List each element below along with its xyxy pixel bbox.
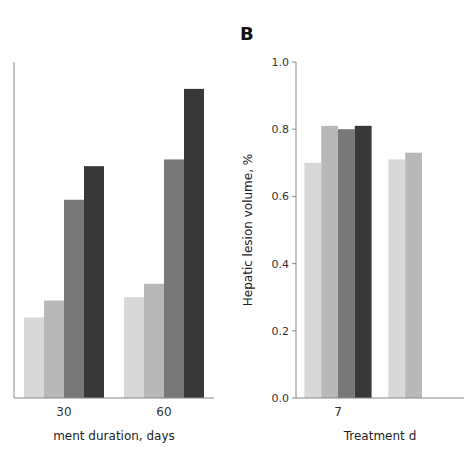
x-axis-label: ment duration, days xyxy=(53,429,175,443)
panel: 0.0 0.2 0.4 0.6 0.8 1.0 7Treatment d Hepatic le… xyxy=(240,23,464,443)
y-axis-line xyxy=(14,62,15,398)
bar xyxy=(124,297,144,398)
y-tick xyxy=(292,398,296,399)
bar xyxy=(338,129,355,398)
y-axis-label: Hepatic lesion volume, % xyxy=(241,154,255,306)
bar xyxy=(355,126,372,398)
y-tick-label: 0.6 xyxy=(272,190,290,203)
x-axis-line xyxy=(296,398,464,399)
x-tick-label: 7 xyxy=(334,405,342,419)
x-tick-label: 30 xyxy=(56,405,71,419)
x-tick-label: 60 xyxy=(156,405,171,419)
y-tick-label: 0.0 xyxy=(272,392,290,405)
bar xyxy=(304,163,321,398)
y-tick xyxy=(292,263,296,264)
bar xyxy=(84,166,104,398)
y-tick xyxy=(292,129,296,130)
y-tick-label: 1.0 xyxy=(272,56,290,69)
bar xyxy=(164,159,184,398)
y-axis-line xyxy=(296,62,297,398)
bar xyxy=(321,126,338,398)
bar xyxy=(184,89,204,398)
x-axis-line xyxy=(14,398,214,399)
y-tick-label: 0.8 xyxy=(272,123,290,136)
x-axis-label: Treatment d xyxy=(343,429,417,443)
y-tick-label: 0.2 xyxy=(272,325,290,338)
bars xyxy=(304,126,422,398)
y-tick xyxy=(292,330,296,331)
bar xyxy=(388,159,405,398)
y-tick xyxy=(292,196,296,197)
y-tick-label: 0.4 xyxy=(272,258,290,271)
panel: 30 60 ment duration, days xyxy=(14,62,214,443)
bar xyxy=(44,301,64,398)
figure: 30 60 ment duration, days 0.0 0.2 0.4 0.6 0.8 1.… xyxy=(0,0,474,474)
panel-label: B xyxy=(240,23,254,44)
bar xyxy=(64,200,84,398)
bar xyxy=(24,317,44,398)
bar xyxy=(144,284,164,398)
bars xyxy=(24,89,204,398)
bar xyxy=(405,153,422,398)
y-tick xyxy=(292,62,296,63)
